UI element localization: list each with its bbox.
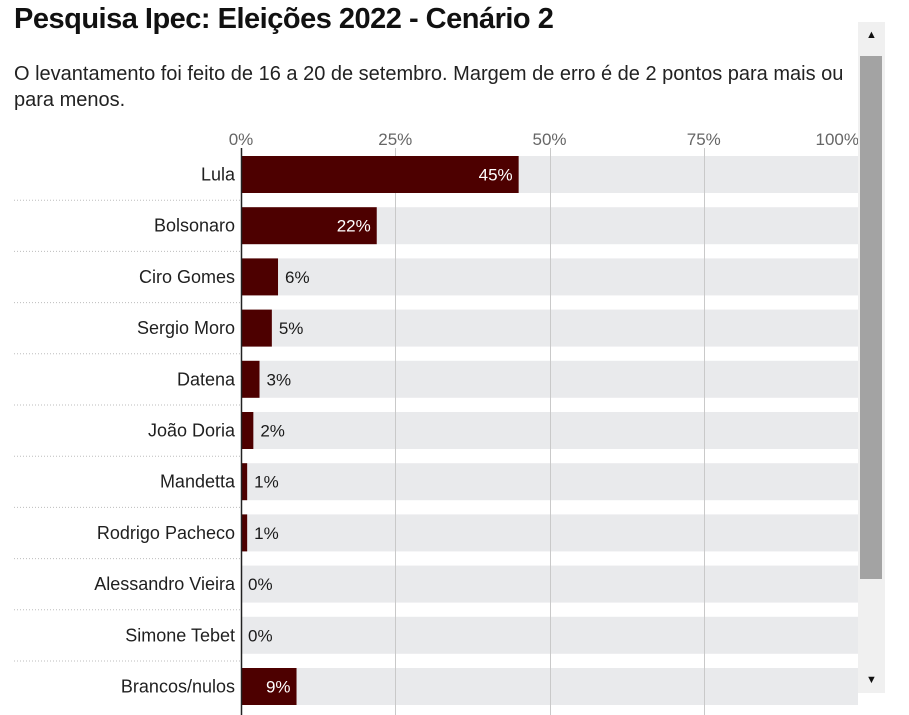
bar-track bbox=[241, 258, 858, 296]
category-label: Mandetta bbox=[160, 472, 236, 492]
data-label: 2% bbox=[260, 422, 285, 441]
category-label: Bolsonaro bbox=[154, 216, 235, 236]
data-label: 9% bbox=[266, 678, 291, 697]
data-label: 1% bbox=[254, 473, 279, 492]
data-label: 3% bbox=[267, 370, 292, 389]
bar bbox=[241, 309, 272, 347]
bar-chart: 0% 25% 50% 75% 100% Lula 45% Bolsonaro 22% Ciro G… bbox=[14, 130, 858, 715]
bar bbox=[241, 258, 279, 296]
category-label: João Doria bbox=[148, 421, 236, 441]
category-label: Rodrigo Pacheco bbox=[97, 523, 235, 543]
scroll-track[interactable] bbox=[858, 48, 885, 667]
category-label: Sergio Moro bbox=[137, 318, 235, 338]
x-tick-label: 25% bbox=[378, 130, 412, 149]
bar-track bbox=[241, 360, 858, 398]
x-tick-label: 0% bbox=[229, 130, 254, 149]
bar-track bbox=[241, 616, 858, 654]
bar bbox=[241, 514, 248, 552]
x-tick-label: 100% bbox=[816, 130, 858, 149]
category-label: Datena bbox=[177, 369, 236, 389]
bar-track bbox=[241, 668, 858, 705]
bar bbox=[241, 156, 519, 193]
data-label: 5% bbox=[279, 319, 304, 338]
category-label: Ciro Gomes bbox=[139, 267, 235, 287]
data-label: 6% bbox=[285, 268, 310, 287]
bar bbox=[241, 412, 254, 449]
category-label: Brancos/nulos bbox=[121, 677, 235, 697]
bar bbox=[241, 668, 297, 705]
bar bbox=[241, 463, 248, 501]
data-label: 1% bbox=[254, 524, 279, 543]
bar-track bbox=[241, 514, 858, 552]
bar-track bbox=[241, 309, 858, 347]
bar-track bbox=[241, 412, 858, 449]
chart-title: Pesquisa Ipec: Eleições 2022 - Cenário 2 bbox=[14, 3, 554, 35]
data-label: 0% bbox=[248, 575, 273, 594]
category-label: Lula bbox=[201, 165, 236, 185]
data-label: 22% bbox=[337, 217, 371, 236]
category-label: Alessandro Vieira bbox=[94, 574, 236, 594]
bar-track bbox=[241, 565, 858, 603]
data-label: 0% bbox=[248, 626, 273, 645]
bar-track bbox=[241, 463, 858, 501]
bar bbox=[241, 360, 260, 398]
x-tick-label: 75% bbox=[687, 130, 721, 149]
scroll-up-icon[interactable]: ▲ bbox=[866, 29, 877, 41]
chart-subtitle: O levantamento foi feito de 16 a 20 de s… bbox=[14, 63, 844, 111]
scroll-thumb[interactable] bbox=[860, 56, 882, 579]
x-tick-label: 50% bbox=[532, 130, 566, 149]
scroll-down-icon[interactable]: ▼ bbox=[866, 674, 877, 686]
category-label: Simone Tebet bbox=[125, 625, 235, 645]
bar bbox=[241, 207, 377, 245]
vertical-scrollbar[interactable]: ▲ ▼ bbox=[858, 22, 885, 693]
data-label: 45% bbox=[479, 166, 513, 185]
